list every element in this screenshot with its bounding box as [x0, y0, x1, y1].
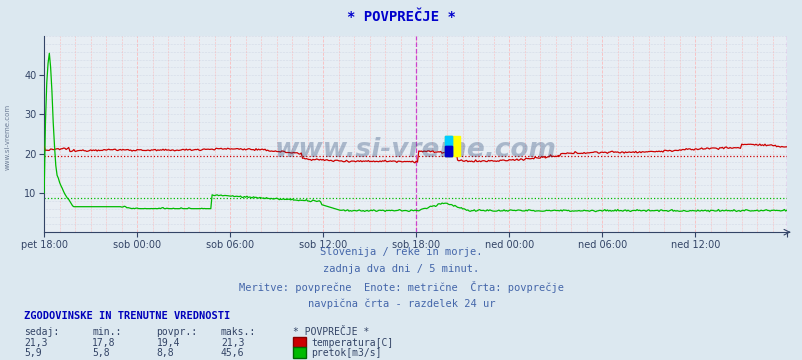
Text: povpr.:: povpr.:	[156, 327, 197, 337]
Text: 19,4: 19,4	[156, 338, 180, 348]
Text: * POVPREČJE *: * POVPREČJE *	[293, 327, 369, 337]
Text: www.si-vreme.com: www.si-vreme.com	[274, 137, 556, 163]
Text: sedaj:: sedaj:	[24, 327, 59, 337]
Text: min.:: min.:	[92, 327, 122, 337]
Text: Meritve: povprečne  Enote: metrične  Črta: povprečje: Meritve: povprečne Enote: metrične Črta:…	[239, 281, 563, 293]
Text: Slovenija / reke in morje.: Slovenija / reke in morje.	[320, 247, 482, 257]
Text: 5,9: 5,9	[24, 348, 42, 359]
Text: ZGODOVINSKE IN TRENUTNE VREDNOSTI: ZGODOVINSKE IN TRENUTNE VREDNOSTI	[24, 311, 230, 321]
Text: zadnja dva dni / 5 minut.: zadnja dva dni / 5 minut.	[323, 264, 479, 274]
Text: 17,8: 17,8	[92, 338, 115, 348]
Text: www.si-vreme.com: www.si-vreme.com	[5, 104, 11, 170]
Text: 5,8: 5,8	[92, 348, 110, 359]
Text: 8,8: 8,8	[156, 348, 174, 359]
Bar	[444, 136, 460, 156]
Bar	[444, 146, 452, 156]
Text: pretok[m3/s]: pretok[m3/s]	[311, 348, 382, 359]
Text: 45,6: 45,6	[221, 348, 244, 359]
Text: 21,3: 21,3	[221, 338, 244, 348]
Text: maks.:: maks.:	[221, 327, 256, 337]
Text: * POVPREČJE *: * POVPREČJE *	[346, 10, 456, 24]
Bar	[444, 146, 452, 156]
Bar	[444, 136, 452, 156]
Text: 21,3: 21,3	[24, 338, 47, 348]
Text: navpična črta - razdelek 24 ur: navpična črta - razdelek 24 ur	[307, 298, 495, 309]
Bar	[444, 136, 452, 146]
Text: temperatura[C]: temperatura[C]	[311, 338, 393, 348]
